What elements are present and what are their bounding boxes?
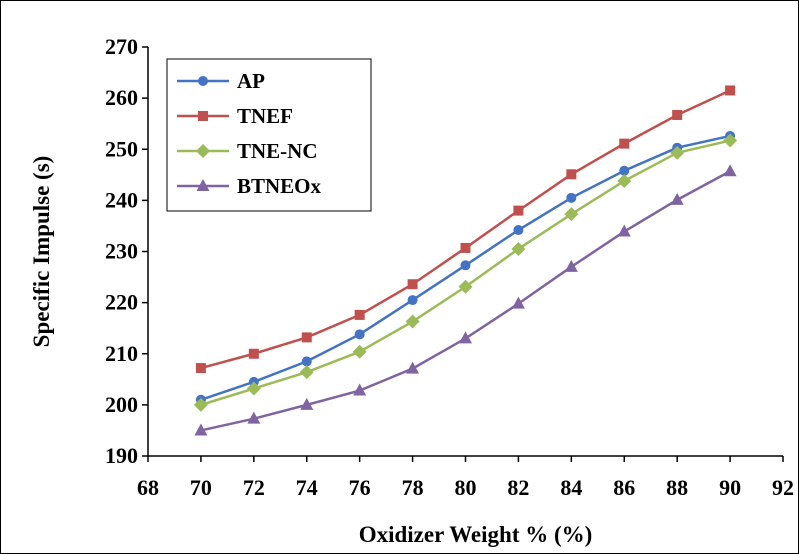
x-axis-title: Oxidizer Weight % (%) bbox=[359, 522, 593, 547]
data-point-ap bbox=[354, 329, 365, 340]
data-point-tnef bbox=[407, 279, 418, 290]
x-tick-label: 72 bbox=[243, 475, 265, 500]
data-point-tnef bbox=[248, 348, 259, 359]
series-tne-nc bbox=[193, 133, 738, 412]
data-point-tnef bbox=[725, 85, 736, 96]
data-point-tnef bbox=[460, 242, 471, 253]
data-point-ap bbox=[407, 295, 418, 306]
data-point-btneox bbox=[670, 192, 684, 205]
data-point-tne-nc bbox=[511, 241, 526, 256]
x-tick-label: 86 bbox=[613, 475, 635, 500]
series-ap bbox=[195, 130, 736, 405]
data-point-tnef bbox=[672, 109, 683, 120]
data-point-ap bbox=[566, 192, 577, 203]
data-point-btneox bbox=[353, 383, 367, 396]
data-point-tne-nc bbox=[193, 397, 208, 412]
y-tick-label: 240 bbox=[105, 187, 138, 212]
y-tick-label: 190 bbox=[105, 443, 138, 468]
y-axis-title: Specific Impulse (s) bbox=[29, 156, 54, 348]
data-point-tne-nc bbox=[458, 279, 473, 294]
data-point-ap bbox=[513, 225, 524, 236]
data-point-btneox bbox=[247, 411, 261, 424]
x-tick-label: 88 bbox=[666, 475, 688, 500]
legend-marker-tne-nc bbox=[196, 144, 210, 158]
data-point-ap bbox=[460, 260, 471, 271]
data-point-tnef bbox=[195, 363, 206, 374]
data-point-btneox bbox=[194, 423, 208, 436]
data-point-tne-nc bbox=[405, 314, 420, 329]
legend-marker-tnef bbox=[198, 111, 208, 121]
y-tick-label: 220 bbox=[105, 290, 138, 315]
data-point-tne-nc bbox=[617, 173, 632, 188]
y-tick-label: 210 bbox=[105, 341, 138, 366]
data-point-ap bbox=[619, 165, 630, 176]
data-point-tnef bbox=[619, 138, 630, 149]
y-tick-label: 200 bbox=[105, 392, 138, 417]
data-point-tne-nc bbox=[352, 344, 367, 359]
data-point-tnef bbox=[513, 205, 524, 216]
data-point-tne-nc bbox=[299, 365, 314, 380]
x-tick-label: 84 bbox=[560, 475, 582, 500]
x-tick-label: 92 bbox=[772, 475, 794, 500]
legend-label-tne-nc: TNE-NC bbox=[237, 139, 318, 163]
data-point-btneox bbox=[723, 164, 737, 177]
data-point-tnef bbox=[301, 332, 312, 343]
data-point-tne-nc bbox=[723, 133, 738, 148]
x-tick-label: 90 bbox=[719, 475, 741, 500]
series-tnef bbox=[195, 85, 736, 374]
legend-marker-btneox bbox=[196, 179, 210, 191]
data-point-tne-nc bbox=[670, 145, 685, 160]
x-tick-label: 80 bbox=[455, 475, 477, 500]
x-tick-label: 70 bbox=[190, 475, 212, 500]
x-tick-label: 74 bbox=[296, 475, 318, 500]
x-tick-label: 82 bbox=[507, 475, 529, 500]
legend-label-btneox: BTNEOx bbox=[237, 174, 322, 198]
x-tick-label: 76 bbox=[349, 475, 371, 500]
y-tick-label: 230 bbox=[105, 239, 138, 264]
legend-marker-ap bbox=[198, 76, 208, 86]
data-point-btneox bbox=[459, 331, 472, 344]
data-point-btneox bbox=[511, 296, 525, 309]
data-point-tne-nc bbox=[246, 381, 261, 396]
data-point-btneox bbox=[406, 361, 420, 374]
data-point-btneox bbox=[300, 397, 314, 410]
data-point-tnef bbox=[354, 309, 365, 320]
y-tick-label: 260 bbox=[105, 85, 138, 110]
data-point-tne-nc bbox=[564, 207, 579, 222]
x-tick-label: 68 bbox=[137, 475, 159, 500]
series-btneox bbox=[194, 164, 737, 436]
data-point-btneox bbox=[564, 259, 578, 272]
legend-label-ap: AP bbox=[237, 69, 265, 93]
x-tick-label: 78 bbox=[402, 475, 424, 500]
data-point-ap bbox=[301, 356, 312, 367]
data-point-btneox bbox=[617, 224, 631, 237]
y-tick-label: 270 bbox=[105, 34, 138, 59]
y-tick-label: 250 bbox=[105, 136, 138, 161]
data-point-tnef bbox=[566, 169, 577, 180]
legend-label-tnef: TNEF bbox=[237, 104, 293, 128]
